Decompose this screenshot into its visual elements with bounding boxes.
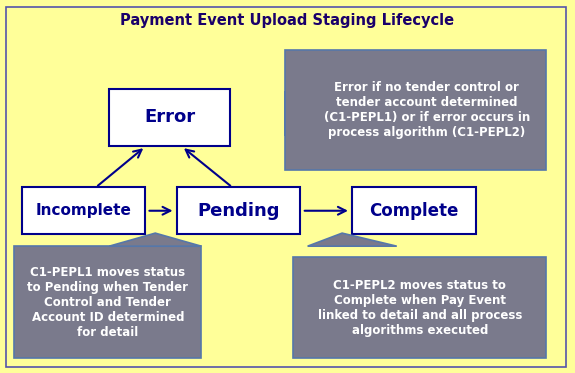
Text: Error: Error (144, 109, 195, 126)
Text: Error if no tender control or
tender account determined
(C1-PEPL1) or if error o: Error if no tender control or tender acc… (324, 81, 530, 139)
Text: Payment Event Upload Staging Lifecycle: Payment Event Upload Staging Lifecycle (120, 13, 455, 28)
FancyBboxPatch shape (22, 187, 145, 234)
Text: Pending: Pending (197, 202, 280, 220)
FancyBboxPatch shape (177, 187, 300, 234)
FancyBboxPatch shape (14, 246, 201, 358)
Polygon shape (109, 233, 201, 246)
Text: Complete: Complete (369, 202, 459, 220)
FancyBboxPatch shape (293, 257, 546, 358)
FancyBboxPatch shape (109, 88, 230, 146)
Text: C1-PEPL2 moves status to
Complete when Pay Event
linked to detail and all proces: C1-PEPL2 moves status to Complete when P… (317, 279, 522, 337)
FancyBboxPatch shape (285, 50, 546, 170)
Polygon shape (308, 233, 397, 246)
Text: C1-PEPL1 moves status
to Pending when Tender
Control and Tender
Account ID deter: C1-PEPL1 moves status to Pending when Te… (28, 266, 189, 339)
FancyBboxPatch shape (352, 187, 476, 234)
Text: Incomplete: Incomplete (36, 203, 131, 218)
